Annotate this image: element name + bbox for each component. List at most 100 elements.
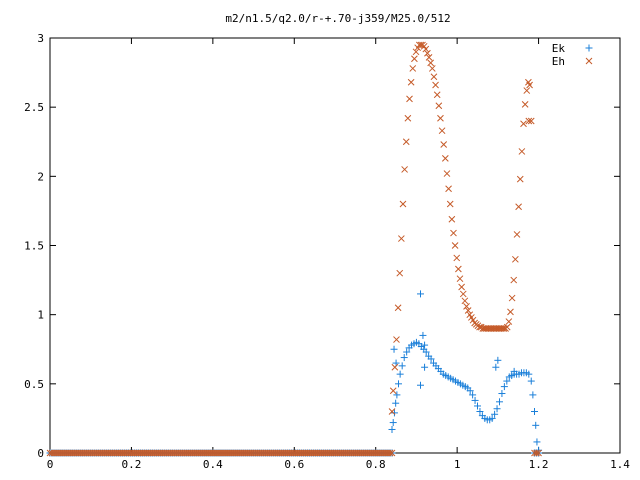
- data-point-plus: [469, 391, 477, 399]
- data-point-plus: [527, 377, 535, 385]
- data-point-plus: [533, 438, 541, 446]
- data-point-cross: [409, 65, 417, 72]
- data-point-cross: [388, 449, 396, 457]
- data-point-cross: [428, 65, 436, 72]
- data-point-plus: [525, 370, 533, 378]
- data-point-cross: [425, 54, 433, 61]
- data-point-cross: [441, 154, 449, 162]
- series-eh: [46, 41, 542, 457]
- legend-label: Ek: [552, 42, 566, 55]
- data-point-cross: [446, 200, 454, 208]
- data-point-plus: [531, 408, 538, 415]
- data-point-cross: [440, 141, 448, 148]
- data-point-cross: [402, 138, 410, 146]
- data-point-plus: [393, 391, 401, 399]
- data-point-plus: [395, 380, 403, 388]
- data-point-cross: [495, 325, 503, 332]
- x-axis: 0 0.2 0.4 0.6 0.8 1 1.2 1.4: [47, 38, 630, 471]
- data-point-cross: [451, 242, 459, 249]
- data-point-plus: [417, 290, 424, 298]
- plot-frame: [49, 37, 621, 454]
- x-tick-label: 0: [47, 458, 54, 471]
- data-point-plus: [403, 348, 411, 356]
- data-point-cross: [508, 294, 516, 302]
- chart-title: m2/n1.5/q2.0/r-+.70-j359/M25.0/512: [225, 12, 450, 25]
- data-point-cross: [498, 325, 506, 332]
- data-point-cross: [585, 57, 593, 65]
- data-point-cross: [445, 185, 452, 193]
- data-point-plus: [493, 405, 501, 413]
- data-point-cross: [388, 408, 396, 415]
- data-point-plus: [419, 331, 427, 339]
- data-point-plus: [421, 363, 429, 371]
- y-tick-label: 1: [37, 309, 44, 322]
- data-point-cross: [527, 117, 535, 125]
- data-point-cross: [535, 449, 542, 457]
- data-point-cross: [401, 166, 408, 173]
- data-point-cross: [485, 325, 493, 332]
- legend-label: Eh: [552, 55, 565, 68]
- data-point-cross: [407, 78, 415, 86]
- y-axis: 0 0.5 1 1.5 2 2.5 3: [24, 32, 620, 460]
- data-point-plus: [491, 410, 499, 418]
- y-tick-label: 0.5: [24, 378, 44, 391]
- data-point-cross: [526, 81, 533, 89]
- data-point-cross: [512, 255, 519, 263]
- data-point-cross: [432, 81, 439, 89]
- data-point-cross: [487, 325, 495, 332]
- data-point-cross: [393, 336, 400, 343]
- data-point-cross: [533, 449, 540, 457]
- data-point-plus: [488, 414, 496, 422]
- data-point-cross: [443, 170, 451, 177]
- data-point-plus: [421, 341, 429, 349]
- data-point-plus: [427, 355, 435, 363]
- data-point-cross: [459, 290, 467, 298]
- data-point-cross: [520, 120, 527, 128]
- data-point-plus: [510, 367, 518, 375]
- data-point-cross: [396, 269, 404, 277]
- data-point-plus: [422, 348, 430, 356]
- data-point-plus: [417, 381, 424, 389]
- data-point-plus: [492, 363, 500, 371]
- data-point-plus: [529, 391, 537, 399]
- data-point-cross: [411, 55, 418, 63]
- data-point-cross: [525, 117, 533, 125]
- x-tick-label: 0.2: [121, 458, 141, 471]
- data-point-plus: [389, 419, 397, 427]
- y-tick-label: 1.5: [24, 240, 44, 253]
- y-tick-label: 2.5: [24, 101, 44, 114]
- data-point-cross: [424, 49, 431, 57]
- x-tick-label: 1.2: [529, 458, 549, 471]
- data-point-cross: [453, 254, 461, 262]
- data-point-cross: [394, 304, 402, 312]
- data-point-cross: [433, 91, 441, 99]
- data-point-plus: [494, 356, 502, 364]
- data-point-cross: [507, 308, 514, 316]
- data-point-cross: [450, 229, 457, 237]
- data-point-cross: [479, 325, 487, 332]
- data-point-plus: [400, 354, 408, 362]
- data-point-cross: [389, 387, 397, 395]
- data-point-cross: [515, 203, 522, 211]
- data-point-cross: [513, 231, 521, 238]
- data-point-cross: [521, 101, 529, 108]
- data-point-cross: [386, 449, 394, 457]
- data-point-cross: [398, 235, 405, 242]
- data-point-cross: [494, 325, 501, 332]
- data-point-cross: [523, 87, 531, 94]
- data-point-cross: [437, 114, 444, 122]
- data-point-cross: [412, 48, 420, 56]
- data-point-cross: [518, 148, 526, 155]
- data-point-plus: [388, 425, 396, 433]
- y-tick-label: 0: [37, 447, 44, 460]
- data-point-plus: [500, 383, 508, 391]
- data-point-plus: [498, 390, 506, 398]
- data-point-plus: [503, 377, 511, 385]
- data-point-cross: [489, 325, 496, 332]
- data-point-cross: [458, 283, 465, 291]
- data-point-plus: [466, 387, 474, 395]
- data-point-cross: [497, 325, 505, 332]
- series-ek: [46, 290, 543, 457]
